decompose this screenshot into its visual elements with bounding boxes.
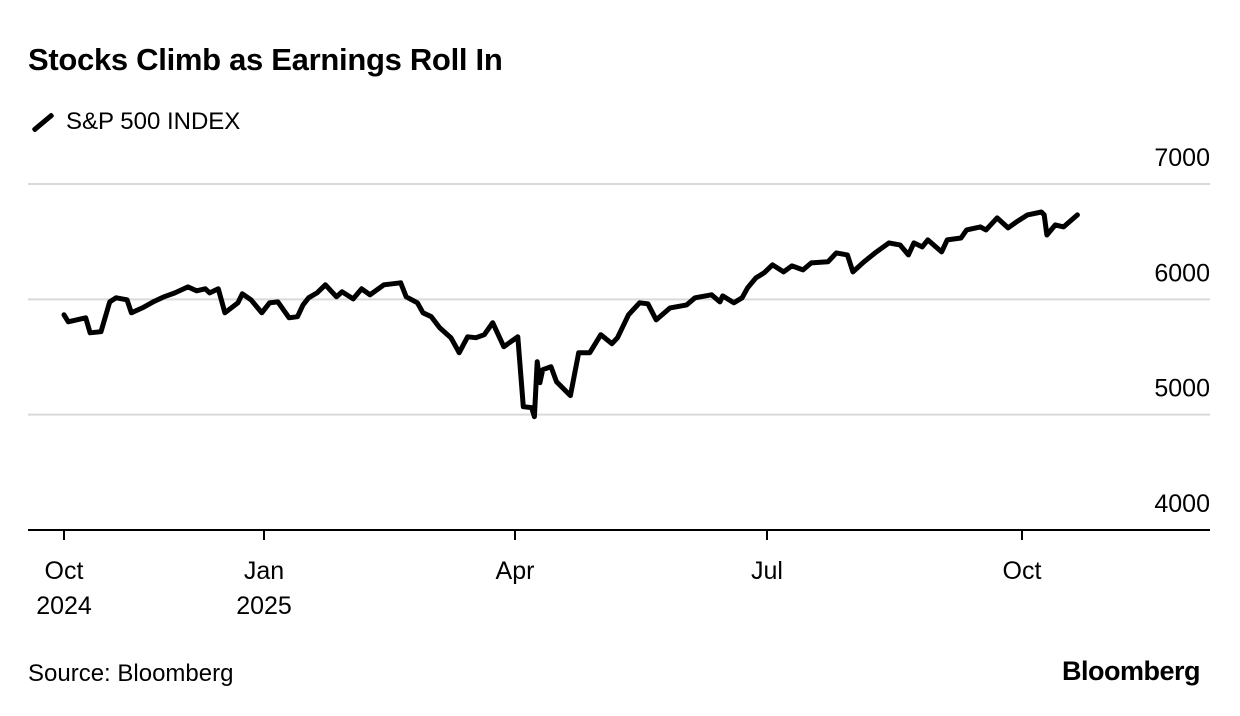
x-tick-label: Oct [1003,557,1042,585]
y-tick-label: 6000 [1154,259,1210,287]
x-tick-year-label: 2024 [36,592,92,620]
legend: S&P 500 INDEX [30,108,240,136]
y-tick-label: 4000 [1154,490,1210,518]
bloomberg-logo: Bloomberg [1061,656,1201,686]
x-tick-year-label: 2025 [236,592,292,620]
x-tick-label: Apr [496,557,535,585]
chart-title: Stocks Climb as Earnings Roll In [28,42,503,77]
series-line-sp500 [61,209,1080,420]
legend-label: S&P 500 INDEX [66,108,241,135]
x-tick-label: Jul [751,557,783,585]
source-note: Source: Bloomberg [28,660,234,687]
y-tick-label: 7000 [1154,144,1210,172]
y-tick-label: 5000 [1154,375,1210,403]
x-tick-label: Oct [45,557,84,585]
x-tick-label: Jan [244,557,284,585]
